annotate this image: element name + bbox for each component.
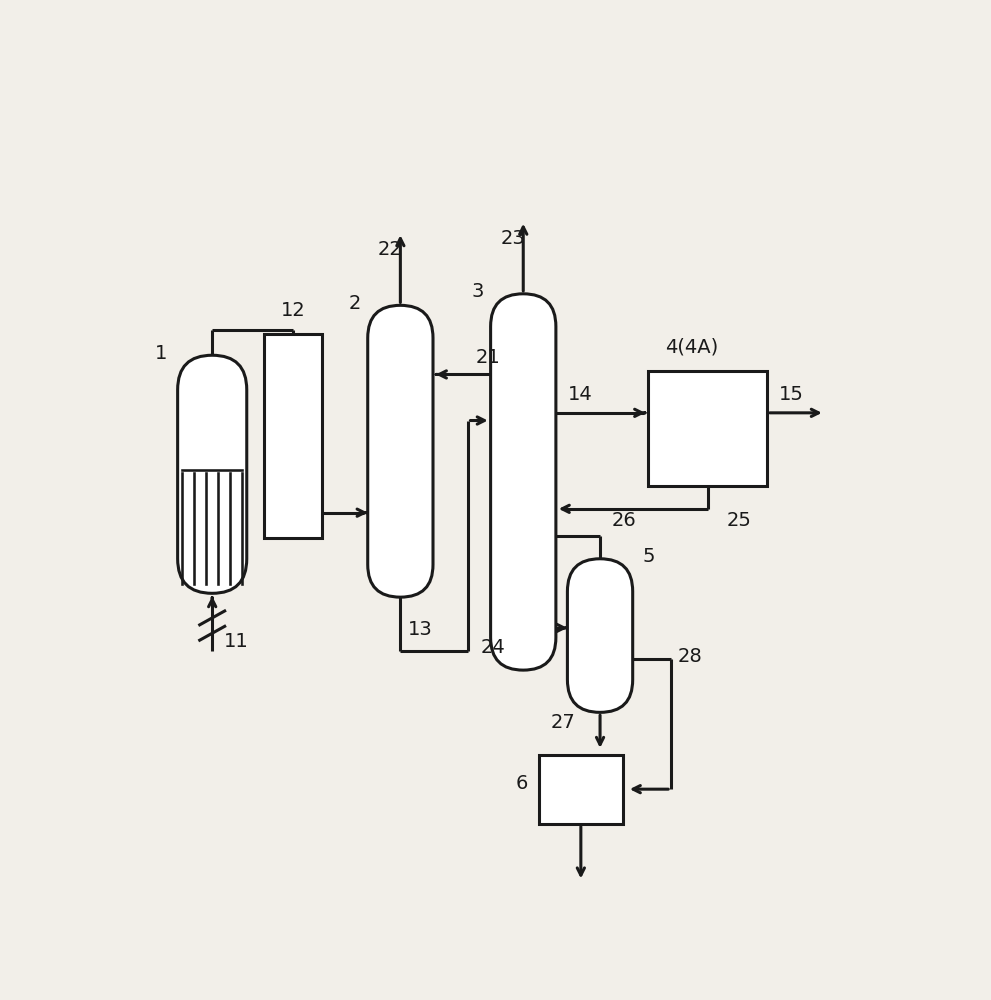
Text: 15: 15 [779, 385, 804, 404]
Text: 24: 24 [481, 638, 505, 657]
Text: 13: 13 [408, 620, 433, 639]
Text: 1: 1 [155, 344, 166, 363]
Bar [539, 755, 623, 824]
FancyBboxPatch shape [177, 355, 247, 593]
Text: 25: 25 [726, 511, 751, 530]
Text: 12: 12 [281, 301, 306, 320]
Bar [264, 334, 322, 538]
Text: 5: 5 [642, 547, 655, 566]
Text: 2: 2 [348, 294, 361, 313]
Text: 26: 26 [611, 511, 636, 530]
FancyBboxPatch shape [491, 294, 556, 670]
Bar [648, 371, 767, 486]
Text: 11: 11 [224, 632, 249, 651]
Text: 23: 23 [500, 229, 525, 248]
Text: 22: 22 [378, 240, 402, 259]
FancyBboxPatch shape [568, 559, 632, 712]
Text: 6: 6 [515, 774, 528, 793]
Text: 21: 21 [476, 348, 500, 367]
Text: 3: 3 [471, 282, 484, 301]
Text: 27: 27 [550, 713, 575, 732]
Text: 4(4A): 4(4A) [665, 338, 718, 357]
Text: 14: 14 [568, 385, 593, 404]
FancyBboxPatch shape [368, 305, 433, 597]
Text: 28: 28 [677, 647, 702, 666]
